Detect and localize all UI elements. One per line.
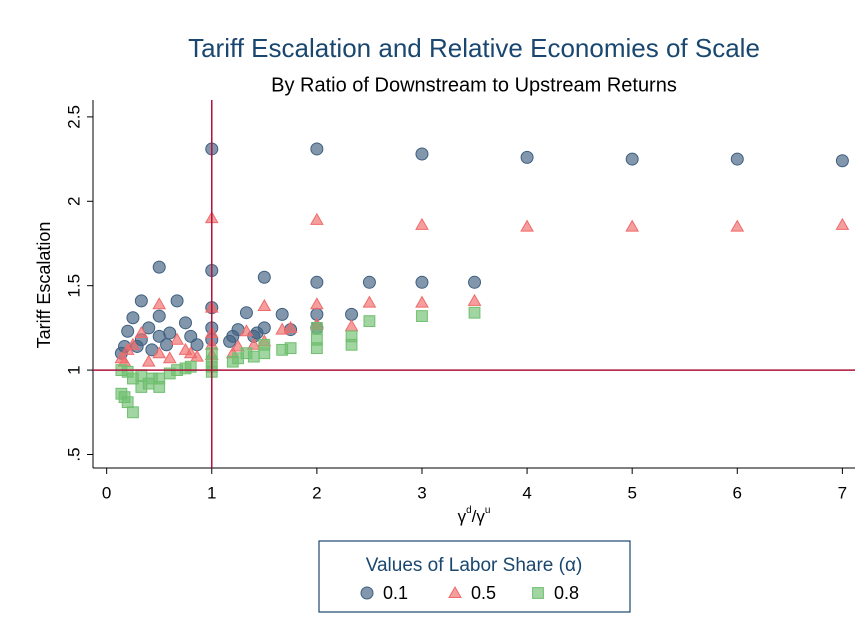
marker bbox=[239, 306, 253, 320]
marker bbox=[126, 337, 140, 350]
marker bbox=[239, 324, 254, 337]
marker bbox=[134, 294, 148, 308]
marker bbox=[730, 219, 745, 232]
chart-title: Tariff Escalation and Relative Economies… bbox=[188, 33, 760, 63]
marker bbox=[152, 346, 167, 359]
marker bbox=[835, 154, 849, 168]
marker bbox=[170, 332, 184, 345]
marker bbox=[520, 150, 534, 164]
marker bbox=[160, 338, 174, 352]
y-tick-label: 1.5 bbox=[64, 274, 83, 298]
marker bbox=[152, 297, 167, 310]
marker bbox=[127, 406, 139, 419]
x-label-part: /γ bbox=[472, 507, 486, 526]
marker bbox=[134, 325, 149, 338]
x-tick-label: 3 bbox=[417, 483, 426, 502]
legend-label: 0.8 bbox=[554, 583, 579, 603]
x-label-sup: u bbox=[485, 505, 491, 516]
marker bbox=[416, 310, 428, 322]
marker bbox=[162, 351, 177, 364]
marker bbox=[363, 315, 376, 328]
marker bbox=[468, 275, 482, 289]
marker bbox=[310, 275, 324, 289]
marker bbox=[152, 309, 166, 323]
marker bbox=[250, 326, 264, 340]
marker bbox=[310, 342, 323, 355]
legend-marker bbox=[532, 587, 544, 599]
marker bbox=[121, 324, 135, 338]
marker bbox=[310, 297, 324, 310]
marker bbox=[284, 342, 297, 355]
marker bbox=[835, 217, 850, 230]
legend-marker bbox=[448, 585, 462, 598]
legend-box bbox=[318, 540, 631, 613]
marker bbox=[362, 275, 376, 289]
y-tick-label: .5 bbox=[64, 447, 83, 461]
marker bbox=[310, 321, 323, 334]
marker bbox=[310, 142, 324, 156]
marker bbox=[283, 320, 298, 333]
marker bbox=[310, 212, 324, 225]
y-tick-label: 1 bbox=[64, 365, 83, 374]
x-tick-label: 6 bbox=[733, 483, 742, 502]
marker bbox=[345, 338, 358, 351]
legend-label: 0.5 bbox=[471, 583, 496, 603]
marker bbox=[178, 316, 192, 330]
marker bbox=[415, 217, 429, 230]
legend-label: 0.1 bbox=[383, 583, 408, 603]
marker bbox=[184, 360, 197, 373]
x-tick-label: 0 bbox=[102, 483, 111, 502]
marker bbox=[625, 152, 639, 166]
marker bbox=[415, 147, 429, 161]
marker bbox=[257, 298, 272, 311]
x-label-sup: d bbox=[466, 505, 472, 516]
y-tick-label: 2.5 bbox=[64, 105, 83, 129]
x-label-part: γ bbox=[458, 507, 467, 526]
x-tick-label: 2 bbox=[312, 483, 321, 502]
marker bbox=[121, 396, 134, 409]
x-tick-label: 4 bbox=[522, 483, 531, 502]
marker bbox=[190, 349, 204, 362]
marker bbox=[190, 338, 204, 352]
marker bbox=[258, 347, 271, 360]
marker bbox=[275, 307, 289, 321]
legend-marker bbox=[360, 586, 374, 600]
marker bbox=[126, 311, 140, 325]
x-axis-label: γd/γu bbox=[458, 505, 491, 527]
marker bbox=[345, 307, 359, 321]
chart-subtitle: By Ratio of Downstream to Upstream Retur… bbox=[271, 74, 677, 96]
marker bbox=[170, 294, 184, 308]
x-tick-label: 1 bbox=[207, 483, 216, 502]
marker bbox=[257, 270, 271, 284]
marker bbox=[730, 152, 744, 166]
marker bbox=[468, 306, 481, 319]
marker bbox=[467, 293, 482, 306]
marker bbox=[362, 295, 377, 308]
marker bbox=[223, 334, 237, 348]
marker bbox=[145, 372, 158, 385]
marker bbox=[625, 219, 640, 232]
marker bbox=[520, 219, 534, 232]
marker bbox=[135, 369, 148, 382]
marker bbox=[415, 295, 429, 308]
legend-title: Values of Labor Share (α) bbox=[366, 555, 583, 576]
marker bbox=[142, 321, 156, 335]
marker bbox=[141, 354, 156, 367]
x-tick-label: 7 bbox=[838, 483, 847, 502]
marker bbox=[152, 260, 166, 274]
marker bbox=[246, 337, 261, 350]
marker bbox=[415, 275, 429, 289]
marker bbox=[183, 346, 198, 359]
marker bbox=[163, 326, 177, 340]
y-axis-label: Tariff Escalation bbox=[34, 222, 54, 349]
marker bbox=[247, 350, 260, 363]
x-tick-label: 5 bbox=[627, 483, 636, 502]
y-tick-label: 2 bbox=[64, 197, 83, 206]
